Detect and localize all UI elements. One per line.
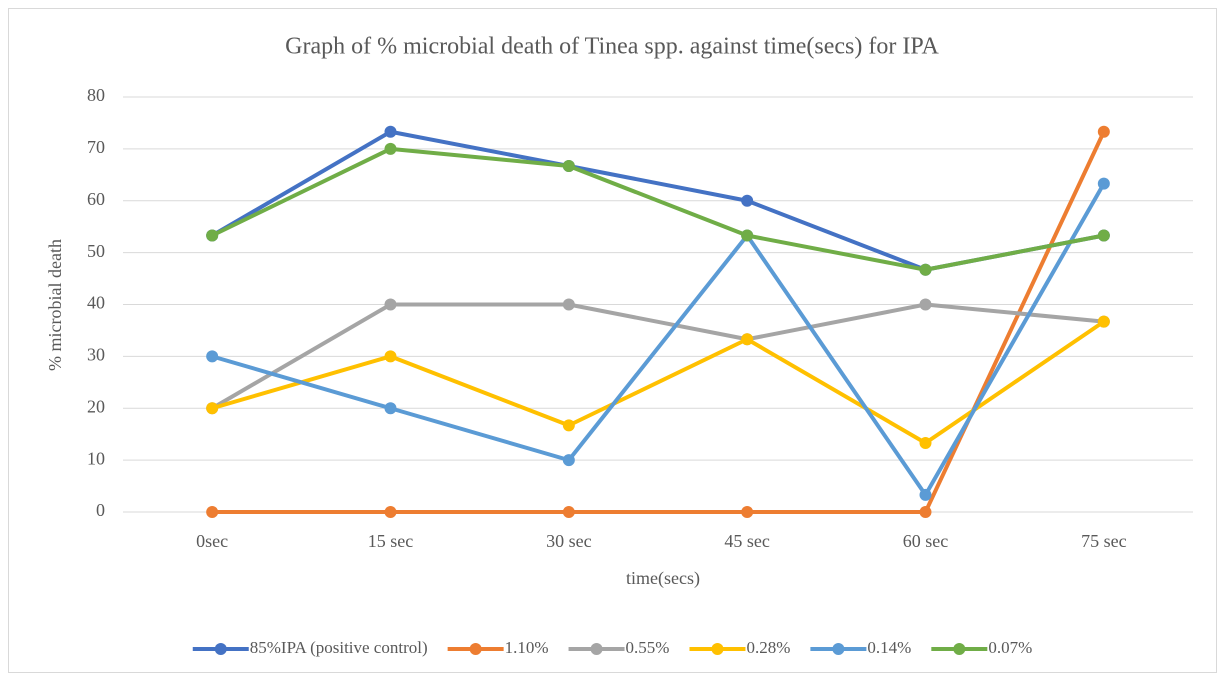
data-point xyxy=(919,437,932,450)
data-point xyxy=(206,402,219,415)
legend-label: 0.14% xyxy=(867,638,911,657)
data-point xyxy=(919,506,932,518)
series-line xyxy=(212,130,1106,514)
legend-marker xyxy=(832,643,845,655)
data-point xyxy=(384,125,397,138)
data-point xyxy=(1097,315,1110,328)
y-tick-label: 20 xyxy=(87,396,105,416)
legend-marker xyxy=(469,643,482,655)
data-point xyxy=(384,142,397,155)
data-point xyxy=(919,263,932,276)
data-point xyxy=(741,194,754,207)
x-tick-label: 45 sec xyxy=(724,531,769,551)
y-tick-label: 50 xyxy=(87,241,105,261)
data-point xyxy=(741,506,754,518)
data-point xyxy=(741,333,754,346)
legend-marker xyxy=(214,643,227,655)
legend-marker xyxy=(953,643,966,655)
x-axis-label: time(secs) xyxy=(626,568,700,589)
y-tick-label: 80 xyxy=(87,85,105,105)
data-point xyxy=(384,298,397,311)
data-point xyxy=(384,402,397,415)
series-line xyxy=(211,146,1105,272)
y-tick-label: 10 xyxy=(87,448,105,468)
legend-marker xyxy=(711,643,724,655)
data-point xyxy=(562,454,575,467)
y-axis-label: % microbial death xyxy=(45,239,65,371)
legend: 85%IPA (positive control) 1.10% 0.55% 0.28%… xyxy=(192,638,1032,657)
data-point xyxy=(384,350,397,363)
legend-label: 0.55% xyxy=(626,638,670,657)
legend-label: 0.07% xyxy=(988,638,1032,657)
data-point xyxy=(384,506,397,518)
data-point xyxy=(562,159,575,172)
series-line xyxy=(211,302,1105,410)
data-point xyxy=(1097,229,1110,242)
data-point xyxy=(562,419,575,432)
x-tick-label: 15 sec xyxy=(368,531,413,551)
data-point xyxy=(919,488,932,501)
legend-marker xyxy=(590,643,603,655)
x-tick-label: 30 sec xyxy=(546,531,591,551)
data-point xyxy=(919,298,932,311)
y-tick-label: 0 xyxy=(96,500,105,520)
data-point xyxy=(206,506,219,518)
data-point xyxy=(206,350,219,363)
legend-label: 0.28% xyxy=(746,638,790,657)
x-tick-label: 60 sec xyxy=(903,531,948,551)
y-tick-label: 70 xyxy=(87,137,105,157)
legend-label: 1.10% xyxy=(505,638,549,657)
series-line xyxy=(211,319,1105,446)
data-point xyxy=(1097,177,1110,190)
chart-border xyxy=(8,8,1217,673)
series-line xyxy=(211,182,1106,497)
y-tick-label: 60 xyxy=(87,189,105,209)
data-point xyxy=(562,298,575,311)
data-point xyxy=(562,506,575,518)
data-point xyxy=(741,229,754,242)
data-point xyxy=(1097,125,1110,138)
y-tick-label: 30 xyxy=(87,345,105,365)
y-tick-label: 40 xyxy=(87,293,105,313)
chart-title: Graph of % microbial death of Tinea spp.… xyxy=(285,34,939,60)
data-point xyxy=(206,229,219,242)
legend-label: 85%IPA (positive control) xyxy=(250,638,428,657)
x-tick-label: 0sec xyxy=(196,531,228,551)
x-tick-label: 75 sec xyxy=(1081,531,1126,551)
